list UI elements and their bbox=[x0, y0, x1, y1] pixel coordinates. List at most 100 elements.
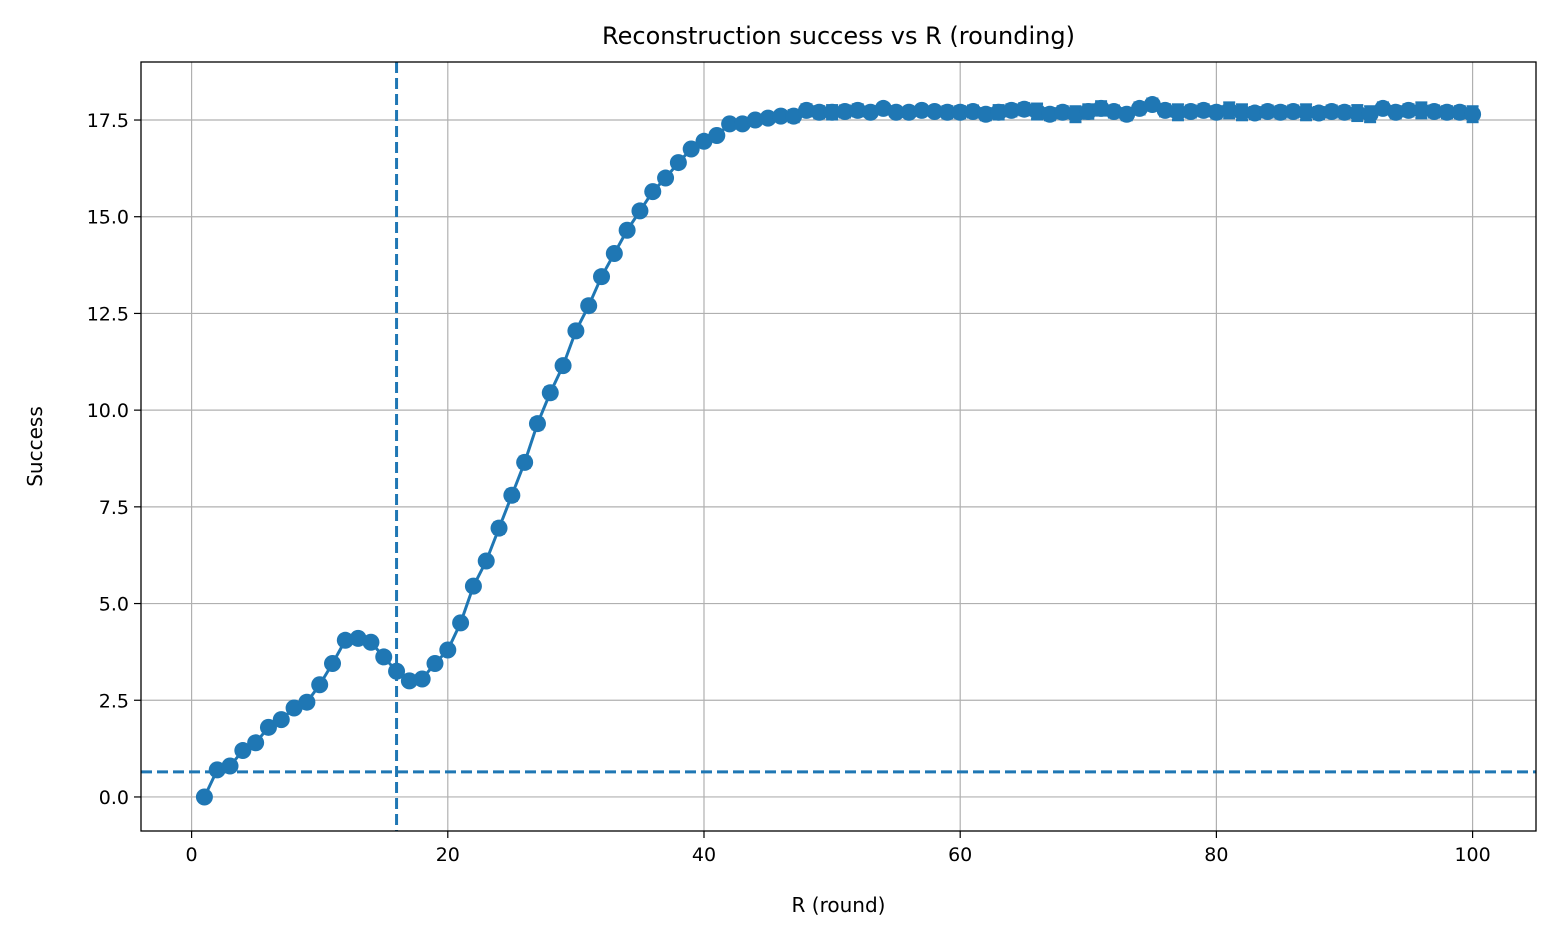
data-point bbox=[1079, 103, 1097, 121]
data-point bbox=[516, 453, 534, 471]
data-point bbox=[1233, 103, 1251, 121]
data-point bbox=[1118, 105, 1136, 123]
x-tick-label: 60 bbox=[948, 844, 972, 866]
data-point bbox=[336, 631, 354, 649]
data-point bbox=[862, 103, 880, 121]
data-point bbox=[413, 670, 431, 688]
data-point bbox=[849, 101, 867, 119]
data-point bbox=[964, 103, 982, 121]
x-tick-label: 100 bbox=[1454, 844, 1490, 866]
data-point bbox=[1425, 103, 1443, 121]
data-point bbox=[887, 103, 905, 121]
data-point bbox=[797, 101, 815, 119]
data-point bbox=[311, 676, 329, 694]
data-point bbox=[657, 169, 675, 187]
data-point bbox=[324, 655, 342, 673]
data-point bbox=[1028, 103, 1046, 121]
y-tick-label: 5.0 bbox=[99, 594, 129, 616]
data-point bbox=[669, 154, 687, 172]
data-point bbox=[746, 111, 764, 129]
y-axis-label: Success bbox=[23, 406, 47, 487]
data-point bbox=[913, 101, 931, 119]
data-point bbox=[785, 107, 803, 125]
data-point bbox=[272, 711, 290, 729]
y-tick-label: 15.0 bbox=[87, 207, 129, 229]
data-point bbox=[349, 629, 367, 647]
data-point bbox=[695, 132, 713, 150]
data-point bbox=[1182, 103, 1200, 121]
data-point bbox=[1284, 103, 1302, 121]
data-point bbox=[375, 648, 393, 666]
y-tick-label: 7.5 bbox=[99, 497, 129, 519]
y-tick-label: 10.0 bbox=[87, 400, 129, 422]
data-point bbox=[1105, 103, 1123, 121]
data-point bbox=[951, 103, 969, 121]
y-tick-label: 17.5 bbox=[87, 110, 129, 132]
data-point bbox=[926, 103, 944, 121]
data-point bbox=[490, 519, 508, 537]
data-point bbox=[1335, 103, 1353, 121]
data-point bbox=[1220, 101, 1238, 119]
y-tick-label: 2.5 bbox=[99, 690, 129, 712]
data-point bbox=[1348, 104, 1366, 122]
data-point bbox=[1002, 101, 1020, 119]
data-point bbox=[1066, 105, 1084, 123]
data-point bbox=[567, 322, 585, 340]
data-point bbox=[234, 742, 252, 760]
data-point bbox=[464, 577, 482, 595]
data-point bbox=[439, 641, 457, 659]
data-point bbox=[362, 633, 380, 651]
data-point bbox=[503, 486, 521, 504]
data-point bbox=[259, 718, 277, 736]
data-point bbox=[990, 103, 1008, 121]
data-point bbox=[1464, 105, 1482, 123]
data-point bbox=[1412, 101, 1430, 119]
data-point bbox=[1143, 96, 1161, 114]
data-point bbox=[605, 244, 623, 262]
x-tick-label: 20 bbox=[436, 844, 460, 866]
data-point bbox=[1374, 99, 1392, 117]
data-point bbox=[528, 415, 546, 433]
data-point bbox=[1271, 103, 1289, 121]
data-point bbox=[1041, 105, 1059, 123]
data-point bbox=[388, 662, 406, 680]
data-point bbox=[477, 552, 495, 570]
data-point bbox=[682, 140, 700, 158]
data-point bbox=[772, 107, 790, 125]
reference-lines bbox=[141, 62, 1536, 831]
data-point bbox=[733, 115, 751, 133]
data-point bbox=[247, 734, 265, 752]
data-point bbox=[1092, 99, 1110, 117]
data-point bbox=[1054, 103, 1072, 121]
data-point bbox=[1259, 103, 1277, 121]
data-point bbox=[593, 268, 611, 286]
data-point bbox=[1438, 103, 1456, 121]
data-point bbox=[1207, 103, 1225, 121]
data-point bbox=[618, 221, 636, 239]
data-point bbox=[1387, 103, 1405, 121]
data-point bbox=[1156, 101, 1174, 119]
data-point bbox=[298, 693, 316, 711]
data-point bbox=[452, 614, 470, 632]
data-point bbox=[900, 103, 918, 121]
data-point bbox=[1131, 99, 1149, 117]
x-tick-label: 40 bbox=[692, 844, 716, 866]
data-point bbox=[285, 699, 303, 717]
data-point bbox=[426, 655, 444, 673]
data-point bbox=[708, 126, 726, 144]
chart-title: Reconstruction success vs R (rounding) bbox=[602, 22, 1075, 50]
data-point bbox=[541, 384, 559, 402]
data-point bbox=[977, 105, 995, 123]
series bbox=[195, 96, 1482, 806]
data-point bbox=[759, 109, 777, 127]
data-point bbox=[810, 103, 828, 121]
data-point bbox=[1361, 105, 1379, 123]
data-point bbox=[721, 115, 739, 133]
data-point bbox=[1169, 103, 1187, 121]
x-tick-label: 80 bbox=[1204, 844, 1228, 866]
y-tick-label: 12.5 bbox=[87, 303, 129, 325]
data-point bbox=[221, 757, 239, 775]
data-point bbox=[836, 103, 854, 121]
